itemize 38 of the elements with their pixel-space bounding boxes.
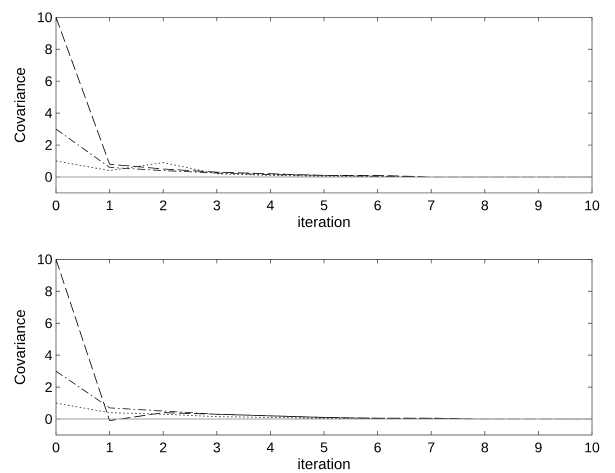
x-tick-label: 9 [535, 200, 542, 210]
x-tick-label: 9 [535, 442, 542, 452]
x-tick-label: 7 [428, 442, 434, 452]
x-axis-title: iteration [298, 216, 350, 228]
y-axis-title: Covariance [14, 310, 26, 384]
y-axis-title: Covariance [14, 68, 26, 142]
y-tick-label: 6 [45, 318, 52, 328]
x-tick-label: 8 [482, 200, 488, 210]
x-tick-label: 4 [266, 200, 274, 210]
x-tick-label: 7 [428, 200, 434, 210]
y-tick-label: 8 [45, 286, 52, 296]
y-tick-label: 10 [38, 12, 52, 22]
y-tick-label: 2 [45, 140, 52, 150]
x-tick-label: 0 [52, 200, 60, 210]
y-tick-label: 0 [45, 172, 52, 182]
x-tick-label: 10 [585, 200, 600, 210]
x-tick-label: 6 [374, 442, 381, 452]
y-tick-label: 4 [45, 108, 52, 118]
x-tick-label: 1 [106, 200, 113, 210]
y-tick-label: 8 [45, 44, 52, 54]
y-tick-label: 6 [45, 76, 52, 86]
x-tick-label: 6 [374, 200, 381, 210]
x-axis-title: iteration [298, 458, 350, 470]
x-tick-label: 8 [482, 442, 488, 452]
x-tick-label: 3 [213, 200, 220, 210]
y-tick-label: 0 [45, 414, 52, 424]
x-tick-label: 1 [106, 442, 113, 452]
x-tick-label: 2 [160, 442, 166, 452]
y-tick-label: 10 [38, 254, 52, 264]
x-tick-label: 4 [266, 442, 274, 452]
y-tick-label: 2 [45, 382, 52, 392]
x-tick-label: 0 [52, 442, 60, 452]
x-tick-label: 5 [320, 442, 328, 452]
y-tick-label: 4 [45, 350, 52, 360]
x-tick-label: 2 [160, 200, 166, 210]
x-tick-label: 5 [320, 200, 328, 210]
x-tick-label: 10 [585, 442, 600, 452]
x-tick-label: 3 [213, 442, 220, 452]
